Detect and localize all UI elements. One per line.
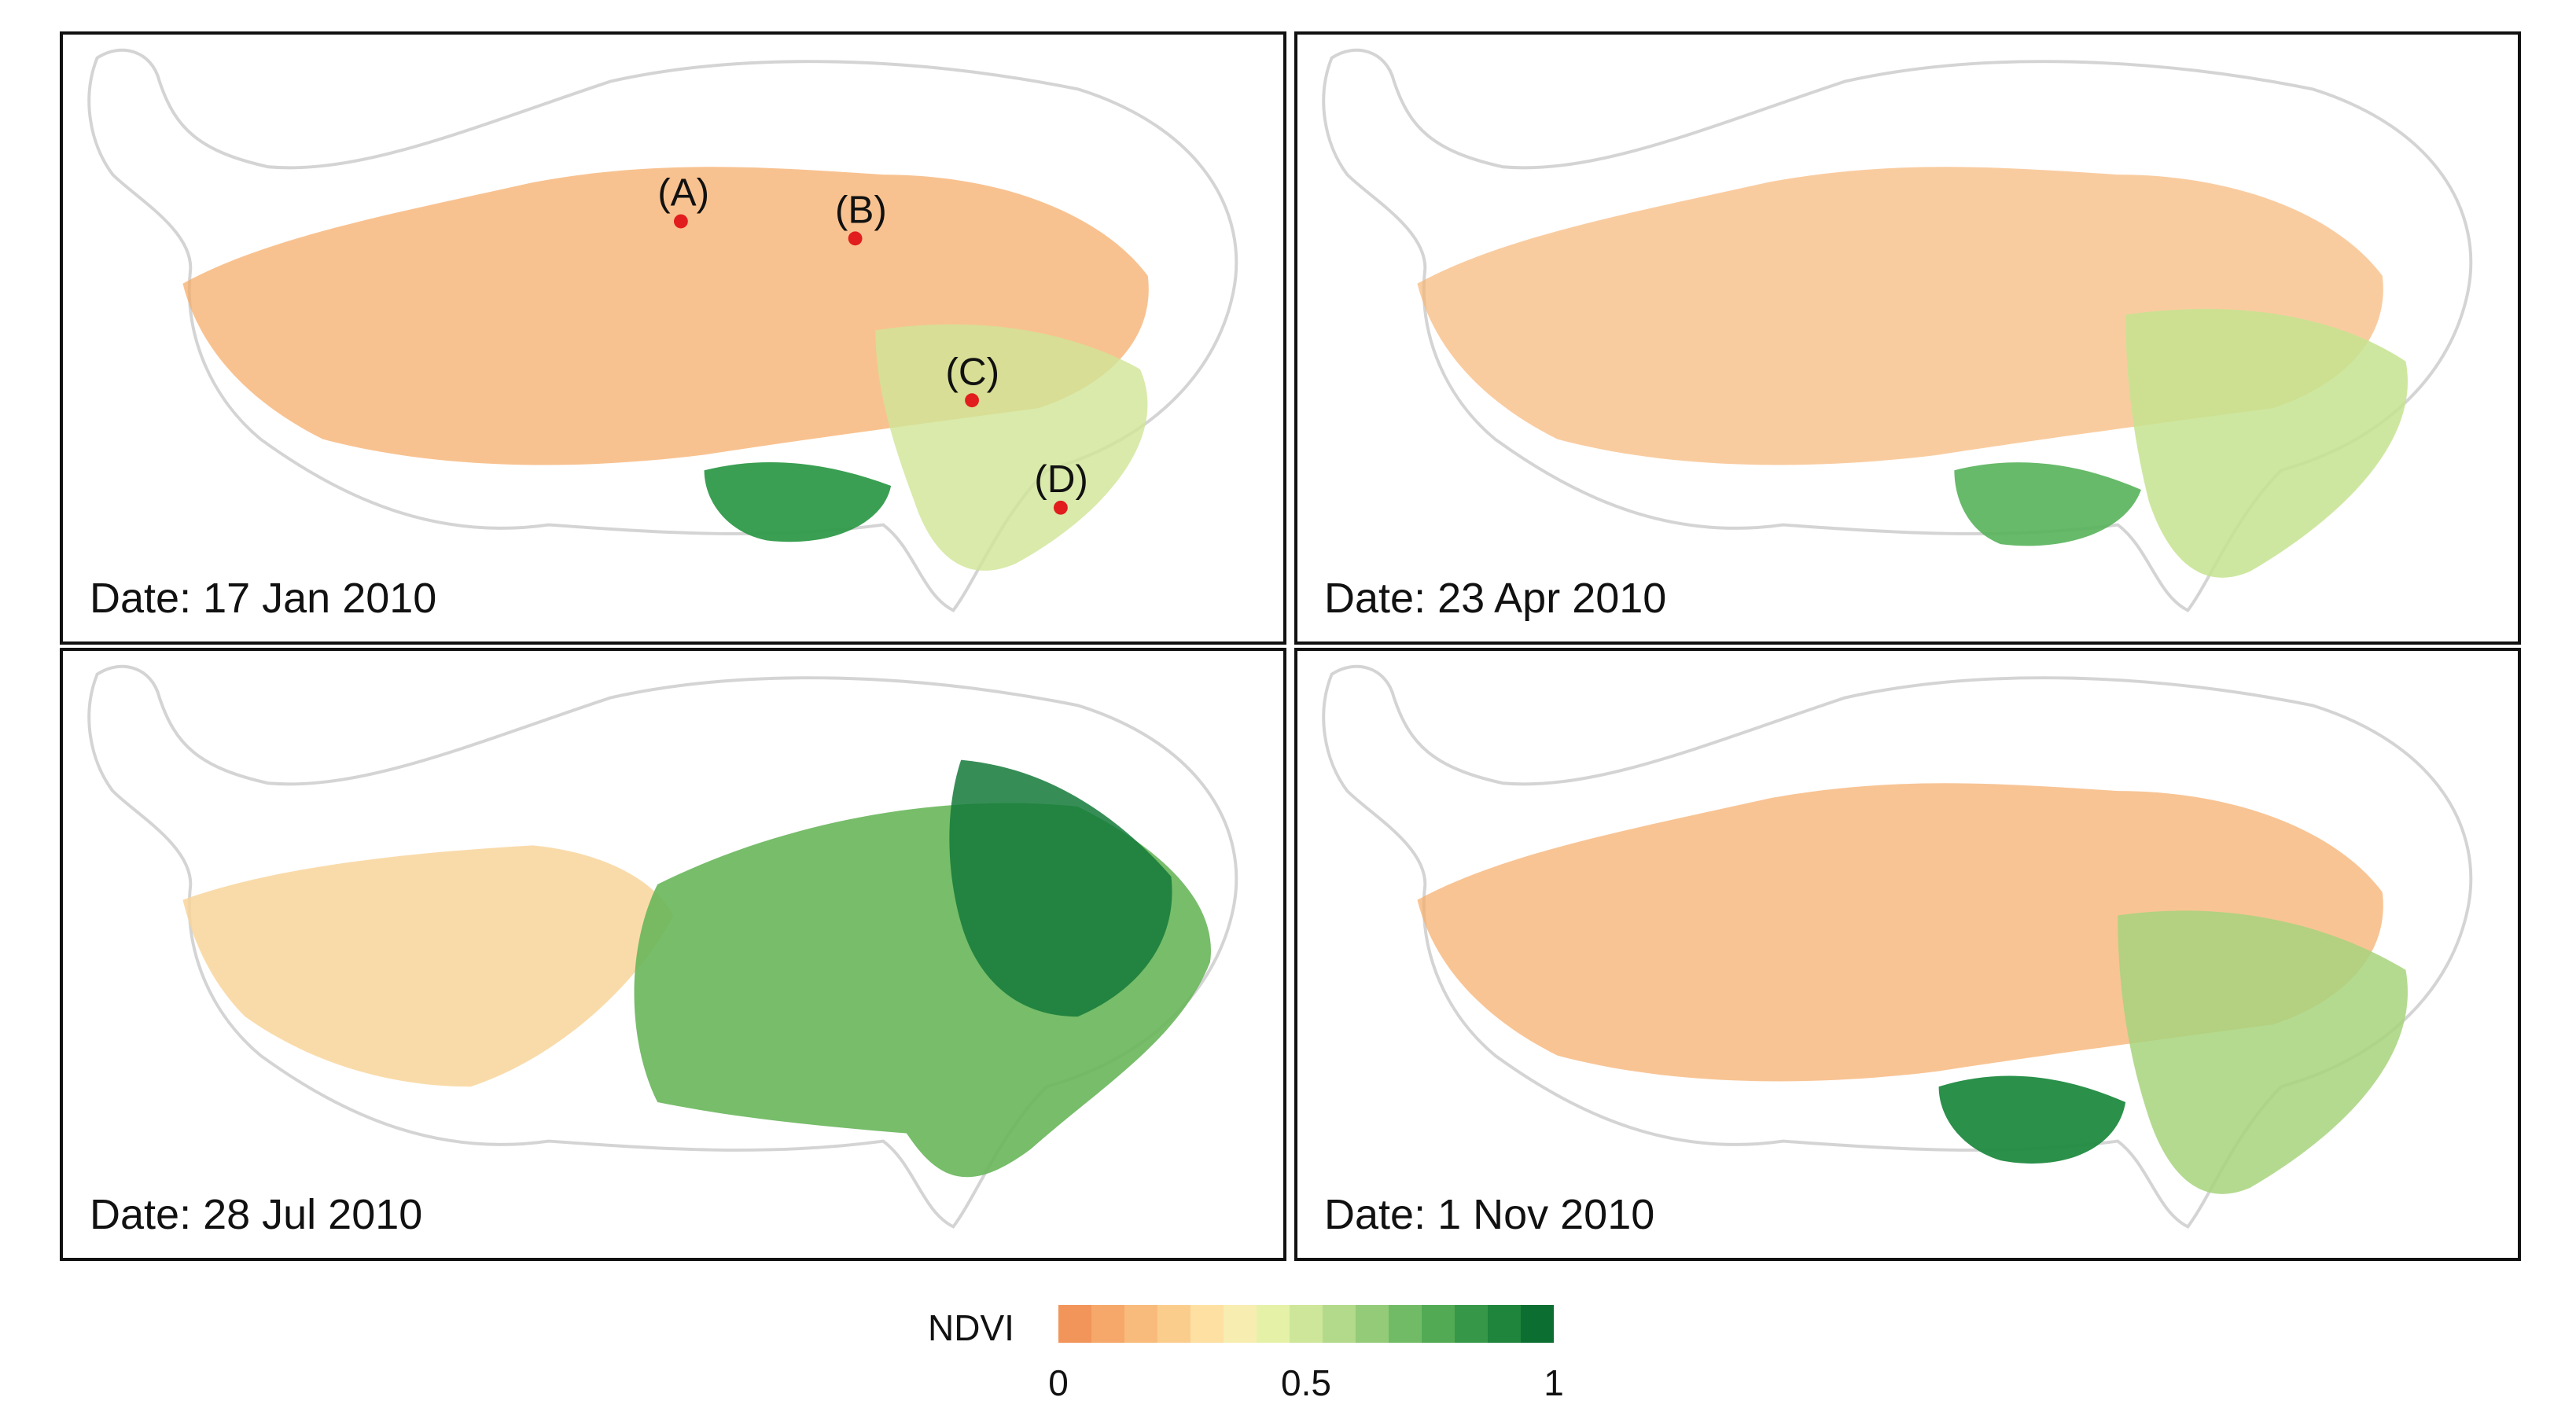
colorbar-swatch bbox=[1488, 1305, 1521, 1343]
site-marker bbox=[1053, 500, 1068, 515]
colorbar-swatch bbox=[1290, 1305, 1323, 1343]
colorbar-swatch bbox=[1091, 1305, 1124, 1343]
date-label: Date: 28 Jul 2010 bbox=[90, 1191, 423, 1238]
site-label: (A) bbox=[657, 171, 709, 215]
site-markers: (A) (B) (C) (D) bbox=[657, 171, 1088, 515]
mid-zone bbox=[875, 324, 1148, 571]
colorbar-swatch bbox=[1124, 1305, 1157, 1343]
ndvi-map-icon bbox=[1322, 664, 2473, 1229]
green-zone bbox=[1938, 1075, 2126, 1164]
site-marker bbox=[848, 231, 863, 246]
ndvi-map-icon: (A) (B) (C) (D) bbox=[87, 48, 1238, 612]
map-panel-jul: Date: 28 Jul 2010 bbox=[60, 648, 1286, 1261]
colorbar-swatch bbox=[1157, 1305, 1190, 1343]
colorbar-swatch bbox=[1224, 1305, 1257, 1343]
colorbar-swatch bbox=[1190, 1305, 1224, 1343]
colorbar-swatch bbox=[1257, 1305, 1290, 1343]
date-label: Date: 23 Apr 2010 bbox=[1324, 575, 1667, 622]
colorbar-swatch bbox=[1521, 1305, 1554, 1343]
map-panel-nov: Date: 1 Nov 2010 bbox=[1294, 648, 2521, 1261]
mid-zone bbox=[2125, 308, 2408, 578]
green-zone bbox=[949, 759, 1172, 1017]
ndvi-map-icon bbox=[1322, 48, 2473, 612]
site-marker bbox=[673, 214, 688, 229]
ndvi-map-icon bbox=[87, 664, 1238, 1229]
ndvi-colorbar bbox=[1058, 1305, 1554, 1343]
colorbar-swatch bbox=[1323, 1305, 1356, 1343]
map-panel-jan: (A) (B) (C) (D) Date: 17 Jan 2010 bbox=[60, 31, 1286, 645]
date-label: Date: 1 Nov 2010 bbox=[1324, 1191, 1655, 1238]
colorbar-tick-label: 0.5 bbox=[1281, 1362, 1331, 1403]
colorbar-swatch bbox=[1356, 1305, 1389, 1343]
colorbar-tick-label: 1 bbox=[1544, 1362, 1564, 1403]
site-label: (B) bbox=[835, 189, 887, 232]
site-label: (C) bbox=[945, 350, 999, 393]
colorbar-swatch bbox=[1455, 1305, 1488, 1343]
colorbar-tick-label: 0 bbox=[1048, 1362, 1069, 1403]
mid-zone bbox=[2118, 910, 2408, 1194]
legend-title: NDVI bbox=[928, 1307, 1014, 1348]
map-panel-apr: Date: 23 Apr 2010 bbox=[1294, 31, 2521, 645]
green-zone bbox=[1954, 462, 2141, 546]
green-zone bbox=[704, 461, 892, 542]
site-marker bbox=[965, 393, 979, 408]
colorbar-swatch bbox=[1389, 1305, 1422, 1343]
site-label: (D) bbox=[1034, 458, 1088, 501]
colorbar-swatch bbox=[1058, 1305, 1091, 1343]
date-label: Date: 17 Jan 2010 bbox=[90, 575, 437, 622]
colorbar-swatch bbox=[1422, 1305, 1455, 1343]
dry-zone bbox=[182, 845, 673, 1087]
